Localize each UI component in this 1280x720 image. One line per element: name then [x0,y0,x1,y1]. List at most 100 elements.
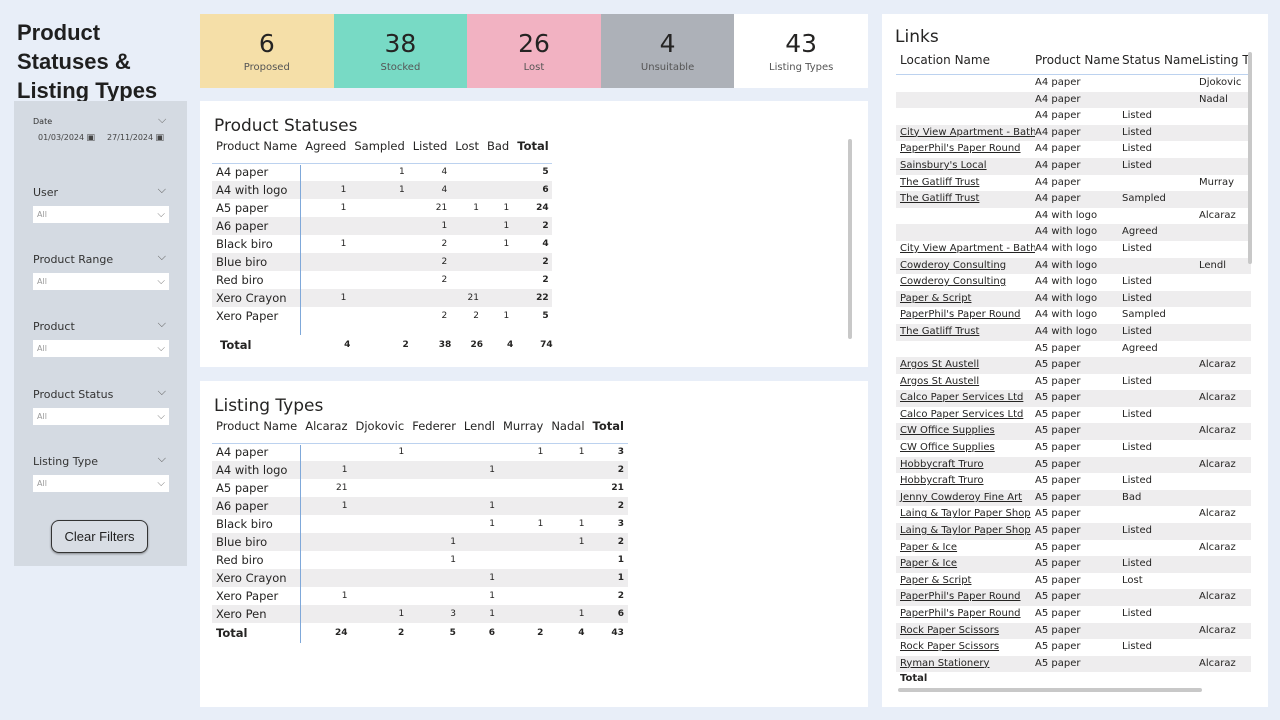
table-row[interactable]: Rock Paper Scissors A5 paper Listed [896,639,1251,656]
location-link[interactable]: The Gatliff Trust [900,325,980,337]
column-header[interactable]: Djokovic [351,419,409,444]
table-row[interactable]: Paper & Ice A5 paper Listed [896,556,1251,573]
date-to-input[interactable]: 27/11/2024 ▣ [102,130,166,146]
location-link[interactable]: Laing & Taylor Paper Shop [900,525,1031,537]
table-row[interactable]: Argos St Austell A5 paper Alcaraz [896,357,1251,374]
location-link[interactable] [896,108,1035,125]
table-row[interactable]: Hobbycraft Truro A5 paper Listed [896,473,1251,490]
chevron-down-icon[interactable]: ⌵ [158,113,167,126]
location-link[interactable]: Calco Paper Services Ltd [900,408,1024,420]
table-row[interactable]: Ryman Stationery A5 paper Alcaraz [896,655,1251,673]
location-link[interactable]: Rock Paper Scissors [900,641,1000,653]
vertical-scrollbar[interactable] [848,139,852,339]
table-row[interactable]: The Gatliff Trust A4 paper Murray [896,175,1251,192]
table-row[interactable]: A4 paper 1 1 1 3 [212,443,628,461]
location-link[interactable]: CW Office Supplies [900,442,995,454]
column-header[interactable]: Bad [483,139,514,164]
table-row[interactable]: Cowderoy Consulting A4 with logo Listed [896,274,1251,291]
calendar-icon[interactable]: ▣ [155,133,164,143]
table-row[interactable]: PaperPhil's Paper Round A4 with logo Sampl… [896,307,1251,324]
location-link[interactable] [896,224,1035,241]
table-row[interactable]: A4 paper Nadal [896,91,1251,109]
location-link[interactable]: PaperPhil's Paper Round [900,143,1021,155]
location-link[interactable]: City View Apartment - Bath [900,242,1035,254]
table-row[interactable]: Rock Paper Scissors A5 paper Alcaraz [896,622,1251,640]
location-link[interactable]: Calco Paper Services Ltd [900,392,1024,404]
clear-filters-button[interactable]: Clear Filters [51,520,148,553]
chevron-down-icon[interactable]: ⌵ [157,183,166,196]
slicer-dropdown[interactable]: All ⌵ [33,408,169,425]
location-link[interactable]: City View Apartment - Bath [900,126,1035,138]
table-row[interactable]: Xero Paper 1 1 2 [212,587,628,605]
table-row[interactable]: Blue biro 2 2 [212,253,552,271]
chevron-down-icon[interactable]: ⌵ [157,317,166,330]
table-row[interactable]: A4 with logo 1 1 2 [212,461,628,479]
table-row[interactable]: Calco Paper Services Ltd A5 paper Listed [896,407,1251,424]
location-link[interactable] [896,208,1035,225]
location-link[interactable]: PaperPhil's Paper Round [900,591,1021,603]
table-row[interactable]: A4 paper 1 4 5 [212,163,552,181]
table-row[interactable]: Calco Paper Services Ltd A5 paper Alcaraz [896,390,1251,407]
location-link[interactable]: CW Office Supplies [900,425,995,437]
table-row[interactable]: Red biro 1 1 [212,551,628,569]
table-row[interactable]: The Gatliff Trust A4 paper Sampled [896,191,1251,208]
slicer-dropdown[interactable]: All ⌵ [33,340,169,357]
chevron-down-icon[interactable]: ⌵ [157,385,166,398]
table-row[interactable]: Jenny Cowderoy Fine Art A5 paper Bad [896,489,1251,507]
location-link[interactable]: Paper & Script [900,292,972,304]
calendar-icon[interactable]: ▣ [86,133,95,143]
column-header[interactable]: Listed [408,139,452,164]
table-row[interactable]: A6 paper 1 1 2 [212,217,552,235]
table-row[interactable]: A4 with logo Agreed [896,224,1251,241]
table-row[interactable]: Paper & Ice A5 paper Alcaraz [896,540,1251,557]
column-header[interactable]: Listing Ty [1199,53,1251,67]
table-row[interactable]: Argos St Austell A5 paper Listed [896,374,1251,391]
table-row[interactable]: A6 paper 1 1 2 [212,497,628,515]
date-from-input[interactable]: 01/03/2024 ▣ [33,130,97,146]
slicer-dropdown[interactable]: All ⌵ [33,273,169,290]
column-header[interactable]: Murray [499,419,548,444]
table-row[interactable]: A4 paper Listed [896,108,1251,125]
table-row[interactable]: The Gatliff Trust A4 with logo Listed [896,323,1251,341]
table-row[interactable]: Cowderoy Consulting A4 with logo Lendl [896,257,1251,275]
vertical-scrollbar[interactable] [1248,52,1252,264]
table-row[interactable]: CW Office Supplies A5 paper Listed [896,440,1251,457]
table-row[interactable]: Black biro 1 1 1 3 [212,515,628,533]
table-row[interactable]: PaperPhil's Paper Round A5 paper Alcaraz [896,589,1251,606]
column-header[interactable]: Lost [451,139,483,164]
chevron-down-icon[interactable]: ⌵ [157,452,166,465]
table-row[interactable]: Xero Crayon 1 21 22 [212,289,552,307]
location-link[interactable] [896,341,1035,358]
table-row[interactable]: A4 paper Djokovic [896,75,1251,92]
table-row[interactable]: Sainsbury's Local A4 paper Listed [896,157,1251,175]
column-header[interactable]: Product Name [212,139,302,164]
table-row[interactable]: A5 paper 1 21 1 1 24 [212,199,552,217]
location-link[interactable]: Argos St Austell [900,375,980,387]
slicer-dropdown[interactable]: All ⌵ [33,475,169,492]
location-link[interactable]: Jenny Cowderoy Fine Art [900,491,1023,503]
location-link[interactable]: Cowderoy Consulting [900,259,1007,271]
slicer-dropdown[interactable]: All ⌵ [33,206,169,223]
column-header[interactable]: Alcaraz [301,419,352,444]
location-link[interactable]: Argos St Austell [900,359,980,371]
table-row[interactable]: Paper & Script A4 with logo Listed [896,290,1251,308]
table-row[interactable]: Hobbycraft Truro A5 paper Alcaraz [896,456,1251,474]
location-link[interactable]: Paper & Ice [900,541,958,553]
location-link[interactable]: The Gatliff Trust [900,176,980,188]
column-header[interactable]: Lendl [459,419,499,444]
table-row[interactable]: Laing & Taylor Paper Shop A5 paper Alcaraz [896,506,1251,523]
chevron-down-icon[interactable]: ⌵ [157,250,166,263]
table-row[interactable]: Xero Crayon 1 1 [212,569,628,587]
horizontal-scrollbar[interactable] [898,688,1202,692]
table-row[interactable]: PaperPhil's Paper Round A4 paper Listed [896,141,1251,158]
table-row[interactable]: A5 paper Agreed [896,341,1251,358]
location-link[interactable]: The Gatliff Trust [900,193,980,205]
location-link[interactable]: Ryman Stationery [900,657,990,669]
column-header[interactable]: Total [588,419,628,444]
column-header[interactable]: Agreed [301,139,351,164]
column-header[interactable]: Product Name [1035,53,1120,67]
location-link[interactable]: Rock Paper Scissors [900,624,1000,636]
column-header[interactable]: Status Name [1122,53,1199,67]
location-link[interactable]: Paper & Script [900,574,972,586]
table-row[interactable]: CW Office Supplies A5 paper Alcaraz [896,423,1251,441]
